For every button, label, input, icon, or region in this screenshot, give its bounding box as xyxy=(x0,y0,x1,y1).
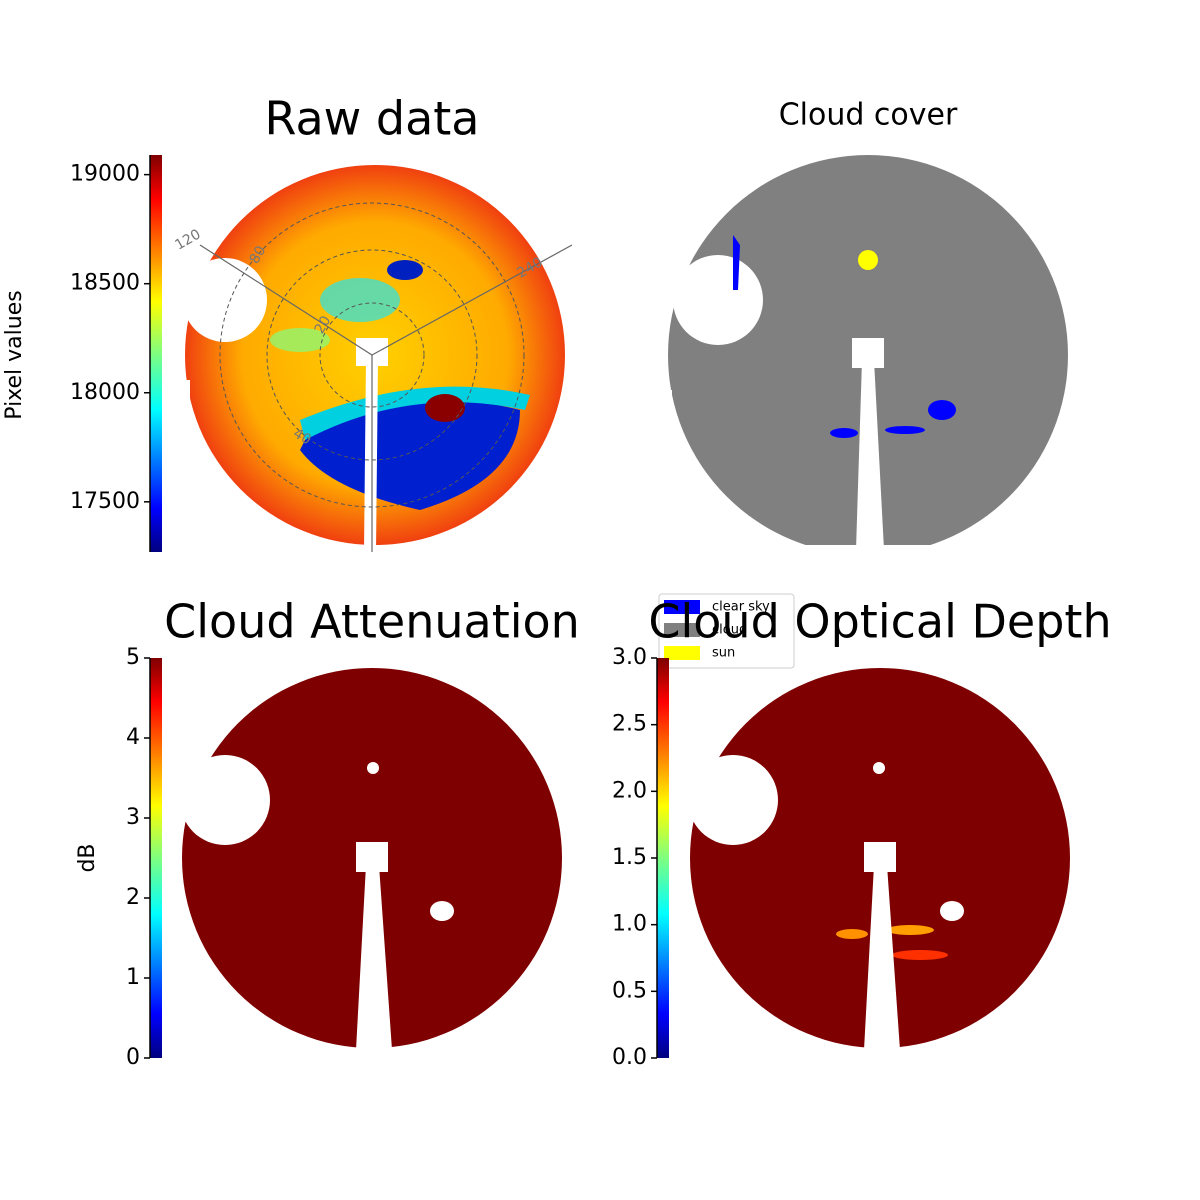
legend-label: cloud xyxy=(712,623,747,638)
tick-label: 3 xyxy=(126,805,140,830)
legend-label: clear sky xyxy=(712,600,770,615)
tick-label: 1.0 xyxy=(612,912,647,937)
tick-label: 17500 xyxy=(70,489,140,514)
raw-image xyxy=(150,165,573,560)
panel-title: Cloud Attenuation xyxy=(164,595,580,649)
panel-title: Cloud Optical Depth xyxy=(648,595,1111,649)
colorbar-label: dB xyxy=(75,843,100,872)
colorbar-label: Pixel values xyxy=(2,290,27,419)
panel-title: Cloud cover xyxy=(779,98,958,133)
cloud-cover-image xyxy=(640,155,1075,575)
polar-label: 120 xyxy=(172,226,203,253)
tick-label: 1.5 xyxy=(612,845,647,870)
tick-label: 19000 xyxy=(70,162,140,187)
colorbar xyxy=(150,155,162,552)
legend-swatch xyxy=(664,600,700,614)
tick-label: 4 xyxy=(126,725,140,750)
tick-label: 0.5 xyxy=(612,978,647,1003)
legend-label: sun xyxy=(712,646,735,661)
tick-label: 5 xyxy=(126,645,140,670)
tick-label: 3.0 xyxy=(612,645,647,670)
tick-label: 18500 xyxy=(70,271,140,296)
tick-label: 2 xyxy=(126,885,140,910)
optical-depth-image xyxy=(658,668,1078,1078)
panel-title: Raw data xyxy=(265,92,480,146)
tick-label: 2.0 xyxy=(612,778,647,803)
legend-swatch xyxy=(664,623,700,637)
legend-swatch xyxy=(664,646,700,660)
polar-label: 20 xyxy=(312,313,335,336)
tick-label: 18000 xyxy=(70,380,140,405)
polar-label: 40 xyxy=(290,426,313,449)
tick-label: 2.5 xyxy=(612,712,647,737)
polar-label: 80 xyxy=(247,243,270,266)
colorbar xyxy=(150,658,162,1058)
tick-label: 0 xyxy=(126,1045,140,1070)
attenuation-image xyxy=(150,668,570,1078)
colorbar xyxy=(657,658,669,1058)
tick-label: 1 xyxy=(126,965,140,990)
tick-label: 0.0 xyxy=(612,1045,647,1070)
